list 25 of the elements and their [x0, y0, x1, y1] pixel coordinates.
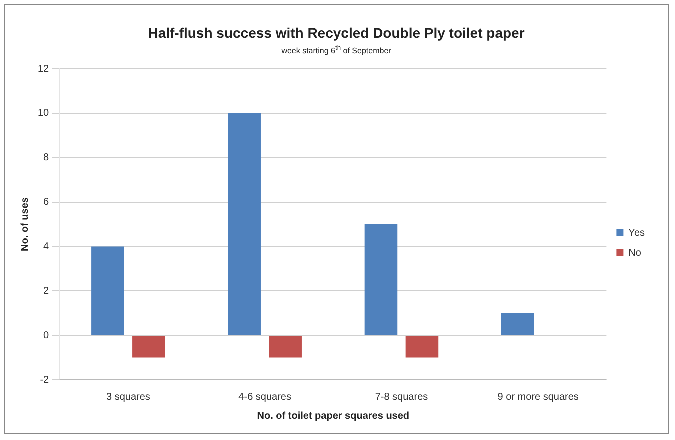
chart-title: Half-flush success with Recycled Double Ply toilet paper [147, 25, 526, 41]
bar [132, 336, 166, 358]
y-tick-label: 0 [44, 330, 50, 342]
x-tick-label: 3 squares [106, 392, 150, 403]
x-tick-label: 7-8 squares [375, 392, 428, 403]
y-axis-title: No. of uses [20, 197, 31, 252]
x-tick-label: 9 or more squares [498, 392, 579, 403]
bar [406, 336, 439, 358]
bar [364, 224, 398, 336]
y-tick-label: 12 [38, 64, 50, 75]
bar [501, 313, 534, 336]
y-tick-label: 8 [44, 152, 50, 164]
bar [228, 113, 261, 336]
x-axis-title: No. of toilet paper squares used [257, 410, 410, 422]
y-tick-label: 4 [44, 241, 50, 252]
bar [269, 336, 302, 358]
y-tick-label: 6 [44, 197, 50, 208]
y-tick-label: -2 [40, 374, 50, 386]
y-tick-label: 2 [44, 286, 50, 297]
chart-subtitle: week starting 6$^{th}$ of September [280, 45, 392, 56]
legend-label: No [628, 248, 642, 259]
x-tick-label: 4-6 squares [238, 392, 292, 403]
legend-label: Yes [628, 228, 646, 239]
y-tick-label: 10 [38, 108, 50, 120]
bar [92, 246, 124, 336]
